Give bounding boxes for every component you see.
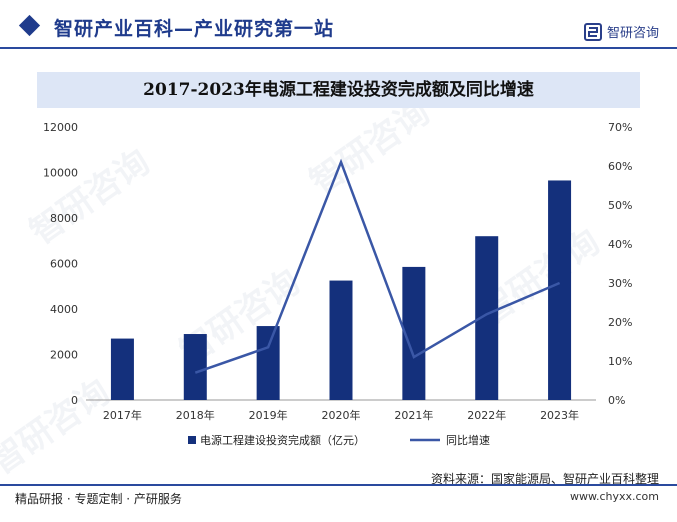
legend-bar-label: 电源工程建设投资完成额（亿元）	[200, 433, 365, 447]
x-tick-label: 2022年	[467, 408, 506, 422]
left-tick-label: 4000	[50, 303, 78, 316]
footer-divider	[0, 484, 677, 486]
right-axis: 0% 10% 20% 30% 40% 50% 60% 70%	[608, 121, 632, 407]
left-tick-label: 10000	[43, 167, 78, 180]
growth-line	[194, 158, 561, 374]
x-axis: 2017年 2018年 2019年 2020年 2021年 2022年 2023年	[103, 408, 579, 422]
site-title: 智研产业百科—产业研究第一站	[54, 18, 335, 40]
header: 智研产业百科—产业研究第一站 智研咨询	[0, 0, 677, 62]
x-tick-label: 2019年	[249, 408, 288, 422]
left-tick-label: 8000	[50, 212, 78, 225]
left-tick-label: 6000	[50, 258, 78, 271]
bar-series	[110, 180, 572, 400]
x-tick-label: 2023年	[540, 408, 579, 422]
bar	[329, 280, 353, 400]
legend-bar-swatch	[188, 436, 196, 444]
right-tick-label: 0%	[608, 394, 625, 407]
bar	[548, 180, 572, 400]
x-tick-label: 2018年	[176, 408, 215, 422]
chart: 0 2000 4000 6000 8000 10000 12000 0% 10% 20% 30% 4…	[43, 121, 632, 447]
right-tick-label: 70%	[608, 121, 632, 134]
left-tick-label: 12000	[43, 121, 78, 134]
brand-name: 智研咨询	[606, 26, 659, 41]
right-tick-label: 40%	[608, 238, 632, 251]
x-tick-label: 2021年	[394, 408, 433, 422]
diamond-icon	[18, 14, 41, 37]
right-tick-label: 10%	[608, 355, 632, 368]
legend: 电源工程建设投资完成额（亿元） 同比增速	[188, 433, 490, 447]
bar	[402, 266, 426, 400]
x-tick-label: 2020年	[322, 408, 361, 422]
left-tick-label: 2000	[50, 349, 78, 362]
x-tick-label: 2017年	[103, 408, 142, 422]
bar	[183, 334, 207, 400]
legend-line-label: 同比增速	[446, 433, 490, 447]
brand-logo-icon	[583, 22, 602, 41]
footer-tagline: 精品研报 · 专题定制 · 产研服务	[15, 492, 182, 506]
left-tick-label: 0	[71, 394, 78, 407]
left-axis: 0 2000 4000 6000 8000 10000 12000	[43, 121, 78, 407]
header-divider	[0, 47, 677, 49]
bar	[110, 338, 134, 400]
bar	[256, 326, 280, 400]
right-tick-label: 50%	[608, 199, 632, 212]
chart-title: 2017-2023年电源工程建设投资完成额及同比增速	[143, 80, 534, 100]
source-note: 资料来源：国家能源局、智研产业百科整理	[430, 472, 659, 486]
right-tick-label: 30%	[608, 277, 632, 290]
right-tick-label: 60%	[608, 160, 632, 173]
chart-title-banner: 2017-2023年电源工程建设投资完成额及同比增速	[37, 72, 640, 108]
right-tick-label: 20%	[608, 316, 632, 329]
brand: 智研咨询	[583, 22, 659, 41]
bar	[475, 236, 499, 400]
footer-url[interactable]: www.chyxx.com	[569, 490, 659, 503]
